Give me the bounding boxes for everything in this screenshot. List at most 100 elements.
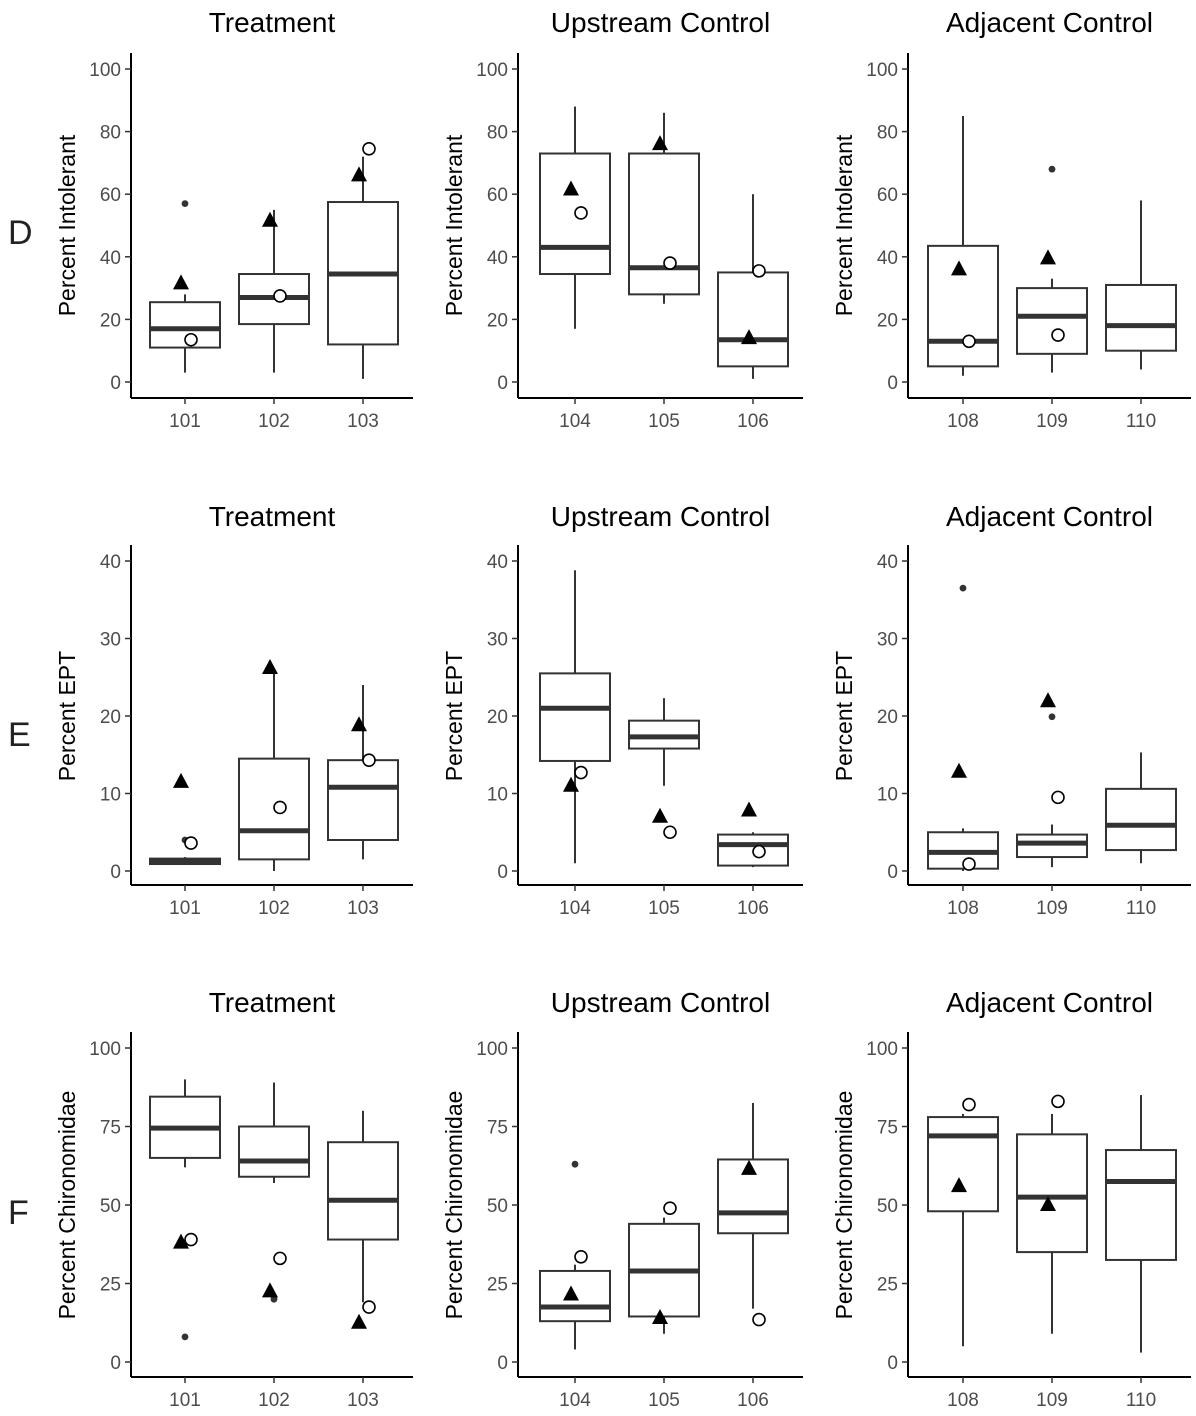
box-106 (717, 1102, 789, 1327)
chart-panel-d-2: Upstream Control Percent Intolerant 0 20 40 6… (441, 7, 803, 432)
triangle-marker (262, 211, 278, 227)
circle-marker (362, 753, 376, 767)
box-101 (149, 772, 221, 866)
y-tick-label: 75 (877, 1118, 898, 1139)
x-tick-label: 108 (947, 898, 979, 919)
iqr-box (1016, 1133, 1088, 1254)
x-tick-label: 103 (347, 411, 379, 432)
y-axis-label: Percent Chironomidae (441, 1091, 467, 1320)
triangle-marker (652, 807, 668, 823)
y-tick-label: 10 (877, 785, 898, 806)
triangle-marker (741, 329, 757, 345)
y-tick-label: 0 (887, 373, 898, 394)
outlier-point (1048, 713, 1056, 721)
x-tick-label: 106 (737, 411, 769, 432)
outlier-point (959, 584, 967, 592)
circle-marker (663, 256, 677, 270)
circle-marker (273, 800, 287, 815)
panel-title: Adjacent Control (946, 7, 1153, 38)
iqr-box (1016, 833, 1088, 859)
x-tick-label: 101 (169, 898, 201, 919)
y-tick-label: 50 (100, 1196, 121, 1217)
x-tick-label: 110 (1126, 898, 1156, 919)
box-102 (238, 1082, 310, 1303)
iqr-box (927, 1116, 999, 1213)
y-tick-label: 0 (110, 862, 121, 883)
box-110 (1105, 1095, 1177, 1353)
x-tick-label: 103 (347, 898, 379, 919)
y-tick-label: 60 (877, 185, 898, 206)
triangle-marker (173, 1233, 189, 1249)
y-tick-label: 40 (877, 552, 898, 573)
circle-marker (663, 1201, 677, 1215)
circle-marker (574, 765, 588, 780)
y-tick-label: 80 (877, 123, 898, 144)
circle-marker (962, 857, 976, 871)
panel-title: Treatment (209, 987, 336, 1018)
row-label-f: F (8, 1194, 29, 1232)
box-101 (149, 1079, 221, 1341)
y-tick-label: 20 (487, 707, 508, 728)
x-tick-label: 106 (737, 898, 769, 919)
triangle-marker (563, 1285, 579, 1301)
triangle-marker (351, 716, 367, 732)
row-labels: D E F (8, 214, 33, 1232)
triangle-marker (563, 776, 579, 792)
box-105 (628, 1201, 700, 1334)
panel-title: Treatment (209, 7, 336, 38)
x-tick-label: 109 (1036, 1390, 1068, 1411)
y-tick-label: 30 (100, 630, 121, 651)
y-tick-label: 100 (476, 60, 508, 81)
x-tick-label: 104 (559, 898, 591, 919)
y-tick-label: 40 (487, 248, 508, 269)
y-axis-label: Percent Intolerant (54, 134, 80, 316)
chart-panel-e-1: Treatment Percent EPT 0 10 20 30 40 101 102 103 (54, 501, 413, 919)
y-tick-label: 40 (100, 552, 121, 573)
y-tick-label: 20 (487, 310, 508, 331)
y-tick-label: 25 (877, 1275, 898, 1296)
y-tick-label: 20 (877, 310, 898, 331)
triangle-marker (951, 260, 967, 276)
x-tick-label: 102 (258, 1390, 290, 1411)
box-108 (927, 1097, 999, 1347)
box-110 (1105, 200, 1177, 370)
circle-marker (273, 289, 287, 303)
box-108 (927, 115, 999, 376)
box-105 (628, 112, 700, 304)
y-tick-label: 100 (89, 60, 121, 81)
box-106 (717, 194, 789, 379)
iqr-box (327, 759, 399, 841)
circle-marker (362, 1300, 376, 1314)
y-tick-label: 10 (487, 785, 508, 806)
y-axis-label: Percent Intolerant (441, 134, 467, 316)
y-tick-label: 50 (877, 1196, 898, 1217)
y-tick-label: 0 (497, 373, 508, 394)
triangle-marker (1040, 1196, 1056, 1211)
outlier-point (1048, 165, 1056, 173)
circle-marker (574, 206, 588, 220)
panel-title: Upstream Control (551, 987, 770, 1018)
x-tick-label: 104 (559, 411, 591, 432)
y-axis-label: Percent EPT (441, 651, 467, 781)
chart-panel-e-3: Adjacent Control Percent EPT 0 10 20 30 40 108 1… (831, 501, 1191, 919)
y-tick-label: 80 (100, 123, 121, 144)
chart-panel-f-2: Upstream Control Percent Chironomidae 0 25 5… (441, 987, 803, 1411)
circle-marker (184, 332, 198, 347)
x-tick-label: 110 (1126, 1390, 1156, 1411)
triangle-marker (351, 1313, 367, 1329)
chart-panel-d-1: Treatment Percent Intolerant 0 20 40 60 80 100 1… (54, 7, 413, 432)
x-tick-label: 108 (947, 411, 979, 432)
circle-marker (752, 1312, 766, 1327)
panel-title: Upstream Control (551, 7, 770, 38)
triangle-marker (652, 135, 668, 151)
triangle-marker (652, 1309, 668, 1325)
box-109 (1016, 692, 1088, 868)
iqr-box (927, 244, 999, 368)
y-axis-label: Percent EPT (54, 651, 80, 781)
y-tick-label: 75 (100, 1118, 121, 1139)
triangle-marker (173, 274, 189, 290)
row-label-d: D (8, 214, 33, 252)
y-tick-label: 100 (866, 1039, 898, 1060)
y-tick-label: 25 (487, 1275, 508, 1296)
